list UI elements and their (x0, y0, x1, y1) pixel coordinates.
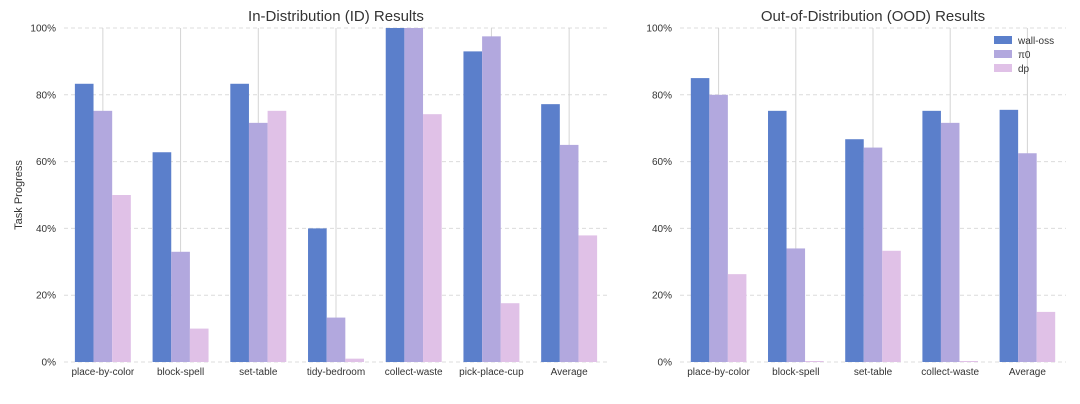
x-tick-label: pick-place-cup (459, 367, 524, 378)
bar--0 (326, 317, 346, 362)
bar-wall-oss (845, 139, 864, 362)
bar--0 (93, 110, 113, 362)
bar-wall-oss (999, 109, 1019, 362)
y-tick-label: 20% (652, 291, 672, 302)
y-tick-label: 100% (646, 24, 672, 35)
y-tick-label: 60% (652, 157, 672, 168)
chart-panel-2: 0% 20% 40% 60% 80% 100% place-by-color block-sp… (646, 8, 1066, 378)
bar--0 (786, 248, 806, 362)
legend-label: wall-oss (1017, 36, 1054, 47)
bar-wall-oss (74, 83, 94, 362)
x-tick-label: collect-waste (385, 367, 443, 378)
bar-dp (423, 114, 442, 362)
bar-dp (267, 110, 287, 362)
x-tick-label: set-table (239, 367, 278, 378)
bar-dp (805, 360, 824, 362)
legend-swatch (994, 64, 1012, 72)
bar--0 (171, 251, 190, 362)
legend-label: dp (1018, 64, 1030, 75)
bar-dp (112, 195, 131, 362)
bar-dp (500, 303, 520, 362)
bar-wall-oss (152, 152, 172, 362)
bar--0 (559, 144, 579, 362)
x-tick-label: block-spell (772, 367, 819, 378)
y-tick-label: 60% (36, 157, 56, 168)
x-tick-label: place-by-color (687, 367, 750, 378)
x-tick-label: set-table (854, 367, 893, 378)
bar--0 (940, 122, 960, 362)
bar-wall-oss (463, 51, 483, 362)
y-tick-label: 80% (652, 90, 672, 101)
bar--0 (709, 94, 728, 363)
x-tick-label: place-by-color (71, 367, 134, 378)
legend: wall-oss π0 dp (994, 36, 1054, 75)
chart-panel-1: 0% 20% 40% 60% 80% 100% place-by-color block-sp… (13, 8, 608, 378)
bar-dp (1036, 311, 1056, 362)
bar-wall-oss (922, 110, 941, 362)
chart-title: In-Distribution (ID) Results (248, 8, 424, 25)
y-tick-label: 40% (36, 224, 56, 235)
bar-wall-oss (385, 28, 405, 362)
y-tick-label: 80% (36, 90, 56, 101)
bar-wall-oss (768, 110, 787, 362)
bar--0 (482, 36, 501, 362)
bar--0 (404, 28, 424, 362)
bar-wall-oss (308, 228, 327, 362)
y-tick-label: 40% (652, 224, 672, 235)
y-tick-label: 0% (658, 358, 673, 369)
bar--0 (248, 122, 268, 362)
legend-swatch (994, 50, 1012, 58)
bar-dp (727, 274, 747, 362)
bar-dp (882, 250, 901, 362)
x-tick-label: Average (1009, 367, 1047, 378)
bar-wall-oss (230, 83, 249, 362)
y-tick-label: 100% (30, 24, 56, 35)
bar--0 (863, 147, 883, 362)
x-tick-label: collect-waste (921, 367, 979, 378)
x-tick-label: block-spell (157, 367, 204, 378)
legend-label: π0 (1018, 50, 1031, 61)
bar-wall-oss (541, 104, 560, 362)
bar--0 (1018, 153, 1037, 362)
y-axis-label: Task Progress (13, 160, 25, 230)
bar-dp (345, 358, 364, 362)
chart-title: Out-of-Distribution (OOD) Results (761, 8, 985, 25)
y-tick-label: 0% (42, 358, 57, 369)
bar-dp (578, 235, 598, 362)
x-tick-label: Average (551, 367, 589, 378)
bar-wall-oss (690, 78, 710, 362)
legend-swatch (994, 36, 1012, 44)
bar-dp (959, 360, 978, 362)
x-tick-label: tidy-bedroom (307, 367, 365, 378)
y-tick-label: 20% (36, 291, 56, 302)
bar-dp (189, 328, 209, 362)
